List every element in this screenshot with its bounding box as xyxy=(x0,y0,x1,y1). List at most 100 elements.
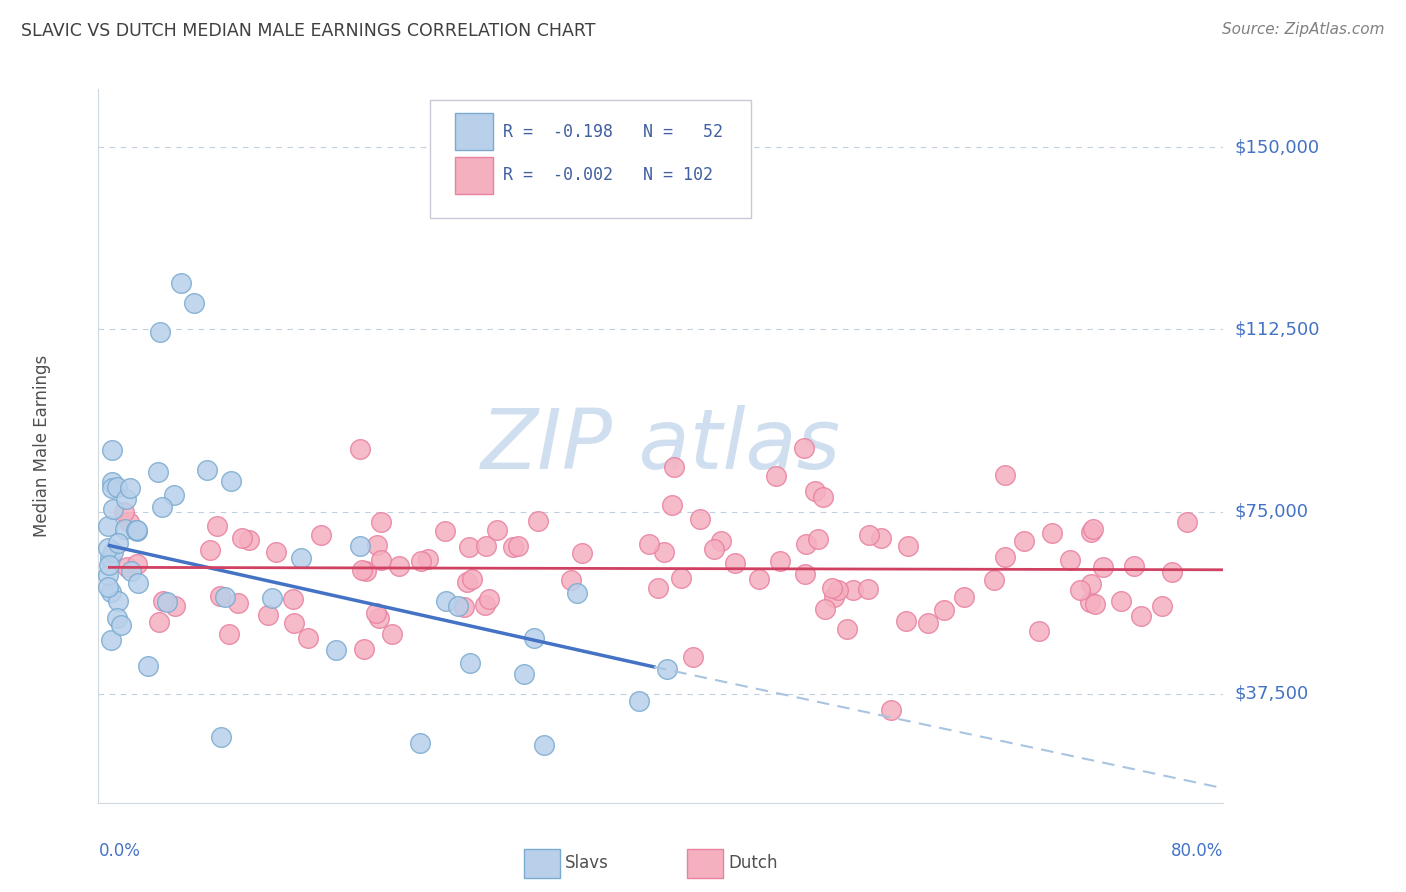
Text: $150,000: $150,000 xyxy=(1234,138,1319,156)
Point xyxy=(183,295,205,310)
Point xyxy=(897,539,920,553)
Text: Slavs: Slavs xyxy=(565,855,609,872)
Point xyxy=(823,590,845,604)
Text: 80.0%: 80.0% xyxy=(1171,842,1223,860)
Point xyxy=(1069,582,1091,597)
Point xyxy=(689,512,711,526)
Point xyxy=(502,541,524,555)
Point xyxy=(794,536,817,550)
Point xyxy=(456,574,478,589)
Point xyxy=(120,564,142,578)
Point xyxy=(97,580,120,594)
Point xyxy=(366,538,388,552)
Point xyxy=(880,703,903,717)
Point xyxy=(283,615,305,630)
Point xyxy=(983,573,1005,587)
Point xyxy=(349,442,371,456)
Point xyxy=(894,614,917,628)
Text: R =  -0.002   N = 102: R = -0.002 N = 102 xyxy=(503,166,713,184)
Point xyxy=(1080,524,1102,539)
Point xyxy=(231,531,253,545)
Point xyxy=(434,594,457,608)
Point xyxy=(842,582,865,597)
Point xyxy=(409,554,432,568)
Point xyxy=(353,642,375,657)
Point xyxy=(869,531,891,545)
Point xyxy=(858,528,880,542)
Point xyxy=(827,582,849,597)
Point xyxy=(765,468,787,483)
Point xyxy=(105,480,128,494)
Point xyxy=(257,607,280,622)
Point xyxy=(533,738,555,752)
Point xyxy=(100,442,122,457)
Point xyxy=(110,617,132,632)
Text: $112,500: $112,500 xyxy=(1234,320,1320,338)
Point xyxy=(152,594,174,608)
Point xyxy=(309,527,332,541)
Point xyxy=(527,514,550,528)
Point xyxy=(638,537,661,551)
Point xyxy=(934,603,956,617)
Point xyxy=(283,591,305,606)
Point xyxy=(125,524,148,538)
Point xyxy=(290,551,312,566)
Point xyxy=(856,582,879,597)
Point xyxy=(993,468,1015,483)
Point xyxy=(150,500,173,514)
Text: Source: ZipAtlas.com: Source: ZipAtlas.com xyxy=(1222,22,1385,37)
Point xyxy=(264,545,287,559)
Point xyxy=(1080,576,1102,591)
Text: Median Male Earnings: Median Male Earnings xyxy=(34,355,51,537)
Point xyxy=(209,731,232,745)
Point xyxy=(1175,515,1198,529)
Point xyxy=(628,694,651,708)
Point xyxy=(768,554,790,568)
Point xyxy=(198,542,221,557)
Point xyxy=(325,642,347,657)
Point xyxy=(214,591,236,605)
Point xyxy=(917,616,939,631)
Point xyxy=(146,465,169,479)
Point xyxy=(460,572,482,586)
Point xyxy=(163,599,186,613)
Point xyxy=(370,515,392,529)
Point xyxy=(101,475,124,489)
Point xyxy=(571,546,593,560)
Point xyxy=(97,518,120,533)
Point xyxy=(458,656,481,670)
Point xyxy=(669,571,692,585)
Point xyxy=(662,460,685,475)
Point xyxy=(1123,559,1146,574)
Point xyxy=(226,596,249,610)
Text: $75,000: $75,000 xyxy=(1234,502,1309,521)
Point xyxy=(478,592,501,607)
Point xyxy=(354,564,377,578)
Point xyxy=(155,595,177,609)
Point xyxy=(1150,599,1173,614)
Point xyxy=(125,557,148,571)
Point xyxy=(811,491,834,505)
Point xyxy=(953,591,976,605)
Point xyxy=(349,540,371,554)
Text: SLAVIC VS DUTCH MEDIAN MALE EARNINGS CORRELATION CHART: SLAVIC VS DUTCH MEDIAN MALE EARNINGS COR… xyxy=(21,22,596,40)
Point xyxy=(136,659,159,673)
Point xyxy=(127,576,149,591)
Text: R =  -0.198   N =   52: R = -0.198 N = 52 xyxy=(503,123,723,141)
Point xyxy=(170,277,193,291)
Point xyxy=(195,463,218,477)
Point xyxy=(724,556,747,570)
Point xyxy=(118,481,141,495)
Point xyxy=(1059,552,1081,566)
FancyBboxPatch shape xyxy=(430,100,751,218)
FancyBboxPatch shape xyxy=(523,849,560,878)
Point xyxy=(100,551,122,566)
Point xyxy=(205,519,228,533)
Point xyxy=(1081,522,1104,536)
Point xyxy=(661,498,683,512)
Point xyxy=(807,532,830,546)
Point xyxy=(370,552,392,566)
Text: $37,500: $37,500 xyxy=(1234,684,1309,703)
Point xyxy=(814,602,837,616)
Point xyxy=(446,599,468,613)
